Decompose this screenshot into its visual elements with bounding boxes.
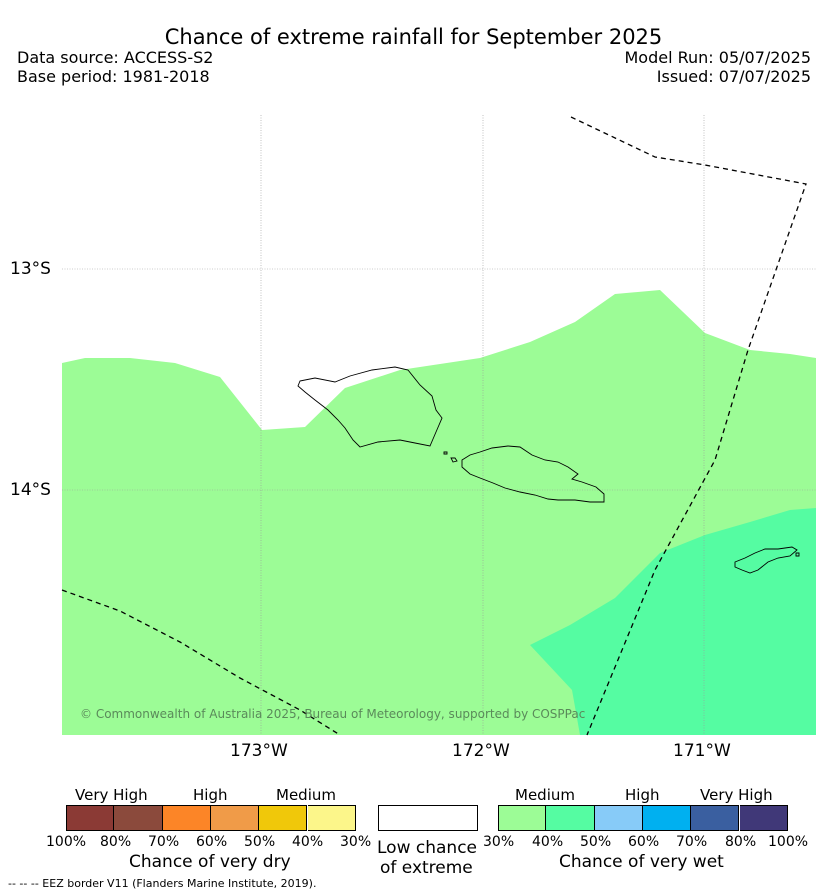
- wet-colorbar-title: Chance of very wet: [559, 852, 724, 872]
- wet-swatch-3: [594, 805, 643, 831]
- apolima-island: [443, 451, 448, 455]
- wet-swatch-4: [642, 805, 692, 831]
- upolu-island: [461, 445, 605, 503]
- dry-tick: 100%: [46, 834, 87, 850]
- dry-swatch-1: [66, 805, 115, 831]
- lat-label-14s: 14°S: [10, 480, 51, 500]
- lat-label-13s: 13°S: [10, 259, 51, 279]
- wet-header-high: High: [625, 786, 660, 804]
- dry-swatch-3: [162, 805, 211, 831]
- low-chance-swatch: [378, 805, 478, 831]
- dry-tick: 60%: [196, 834, 228, 850]
- dry-header-very-high: Very High: [75, 786, 148, 804]
- low-chance-title-line2: of extreme: [380, 858, 473, 878]
- aunuu-island: [795, 552, 800, 557]
- lon-label-172w: 172°W: [452, 741, 510, 761]
- copyright-notice: © Commonwealth of Australia 2025, Bureau…: [80, 707, 586, 721]
- dry-swatch-4: [210, 805, 260, 831]
- dry-header-high: High: [193, 786, 228, 804]
- dry-tick: 40%: [292, 834, 324, 850]
- high-wet-region: [530, 508, 816, 735]
- coastlines: [297, 366, 800, 574]
- manono-island: [450, 457, 458, 463]
- low-chance-title-line1: Low chance: [377, 838, 477, 858]
- wet-header-medium: Medium: [515, 786, 575, 804]
- dry-swatch-2: [114, 805, 163, 831]
- dry-tick: 70%: [148, 834, 180, 850]
- wet-swatch-2: [546, 805, 595, 831]
- dry-colorbar-title: Chance of very dry: [129, 852, 291, 872]
- dry-header-medium: Medium: [276, 786, 336, 804]
- eez-border: [61, 116, 807, 736]
- wet-tick: 100%: [768, 834, 809, 850]
- lon-label-173w: 173°W: [230, 741, 288, 761]
- data-source-label: Data source: ACCESS-S2: [17, 48, 214, 67]
- map-title: Chance of extreme rainfall for September…: [164, 25, 663, 49]
- wet-tick: 30%: [483, 834, 515, 850]
- dry-tick: 50%: [244, 834, 276, 850]
- wet-swatch-6: [739, 805, 788, 831]
- base-period-label: Base period: 1981-2018: [17, 67, 210, 86]
- wet-tick: 50%: [580, 834, 612, 850]
- dry-swatch-5: [259, 805, 308, 831]
- wet-swatch-1: [498, 805, 547, 831]
- wet-header-very-high: Very High: [700, 786, 773, 804]
- wet-tick: 70%: [676, 834, 708, 850]
- tutuila-island: [734, 546, 798, 574]
- wet-tick: 40%: [532, 834, 564, 850]
- eez-footnote: -- -- -- EEZ border V11 (Flanders Marine…: [8, 877, 317, 890]
- wet-swatch-5: [691, 805, 740, 831]
- lon-label-171w: 171°W: [673, 741, 731, 761]
- dry-tick: 80%: [100, 834, 132, 850]
- graticule: [62, 115, 816, 735]
- model-run-label: Model Run: 05/07/2025: [624, 48, 812, 67]
- dry-tick: 30%: [340, 834, 372, 850]
- dry-swatch-6: [307, 805, 356, 831]
- wet-tick: 60%: [628, 834, 660, 850]
- wet-tick: 80%: [725, 834, 757, 850]
- savaii-island: [297, 366, 443, 448]
- issued-label: Issued: 07/07/2025: [656, 67, 811, 86]
